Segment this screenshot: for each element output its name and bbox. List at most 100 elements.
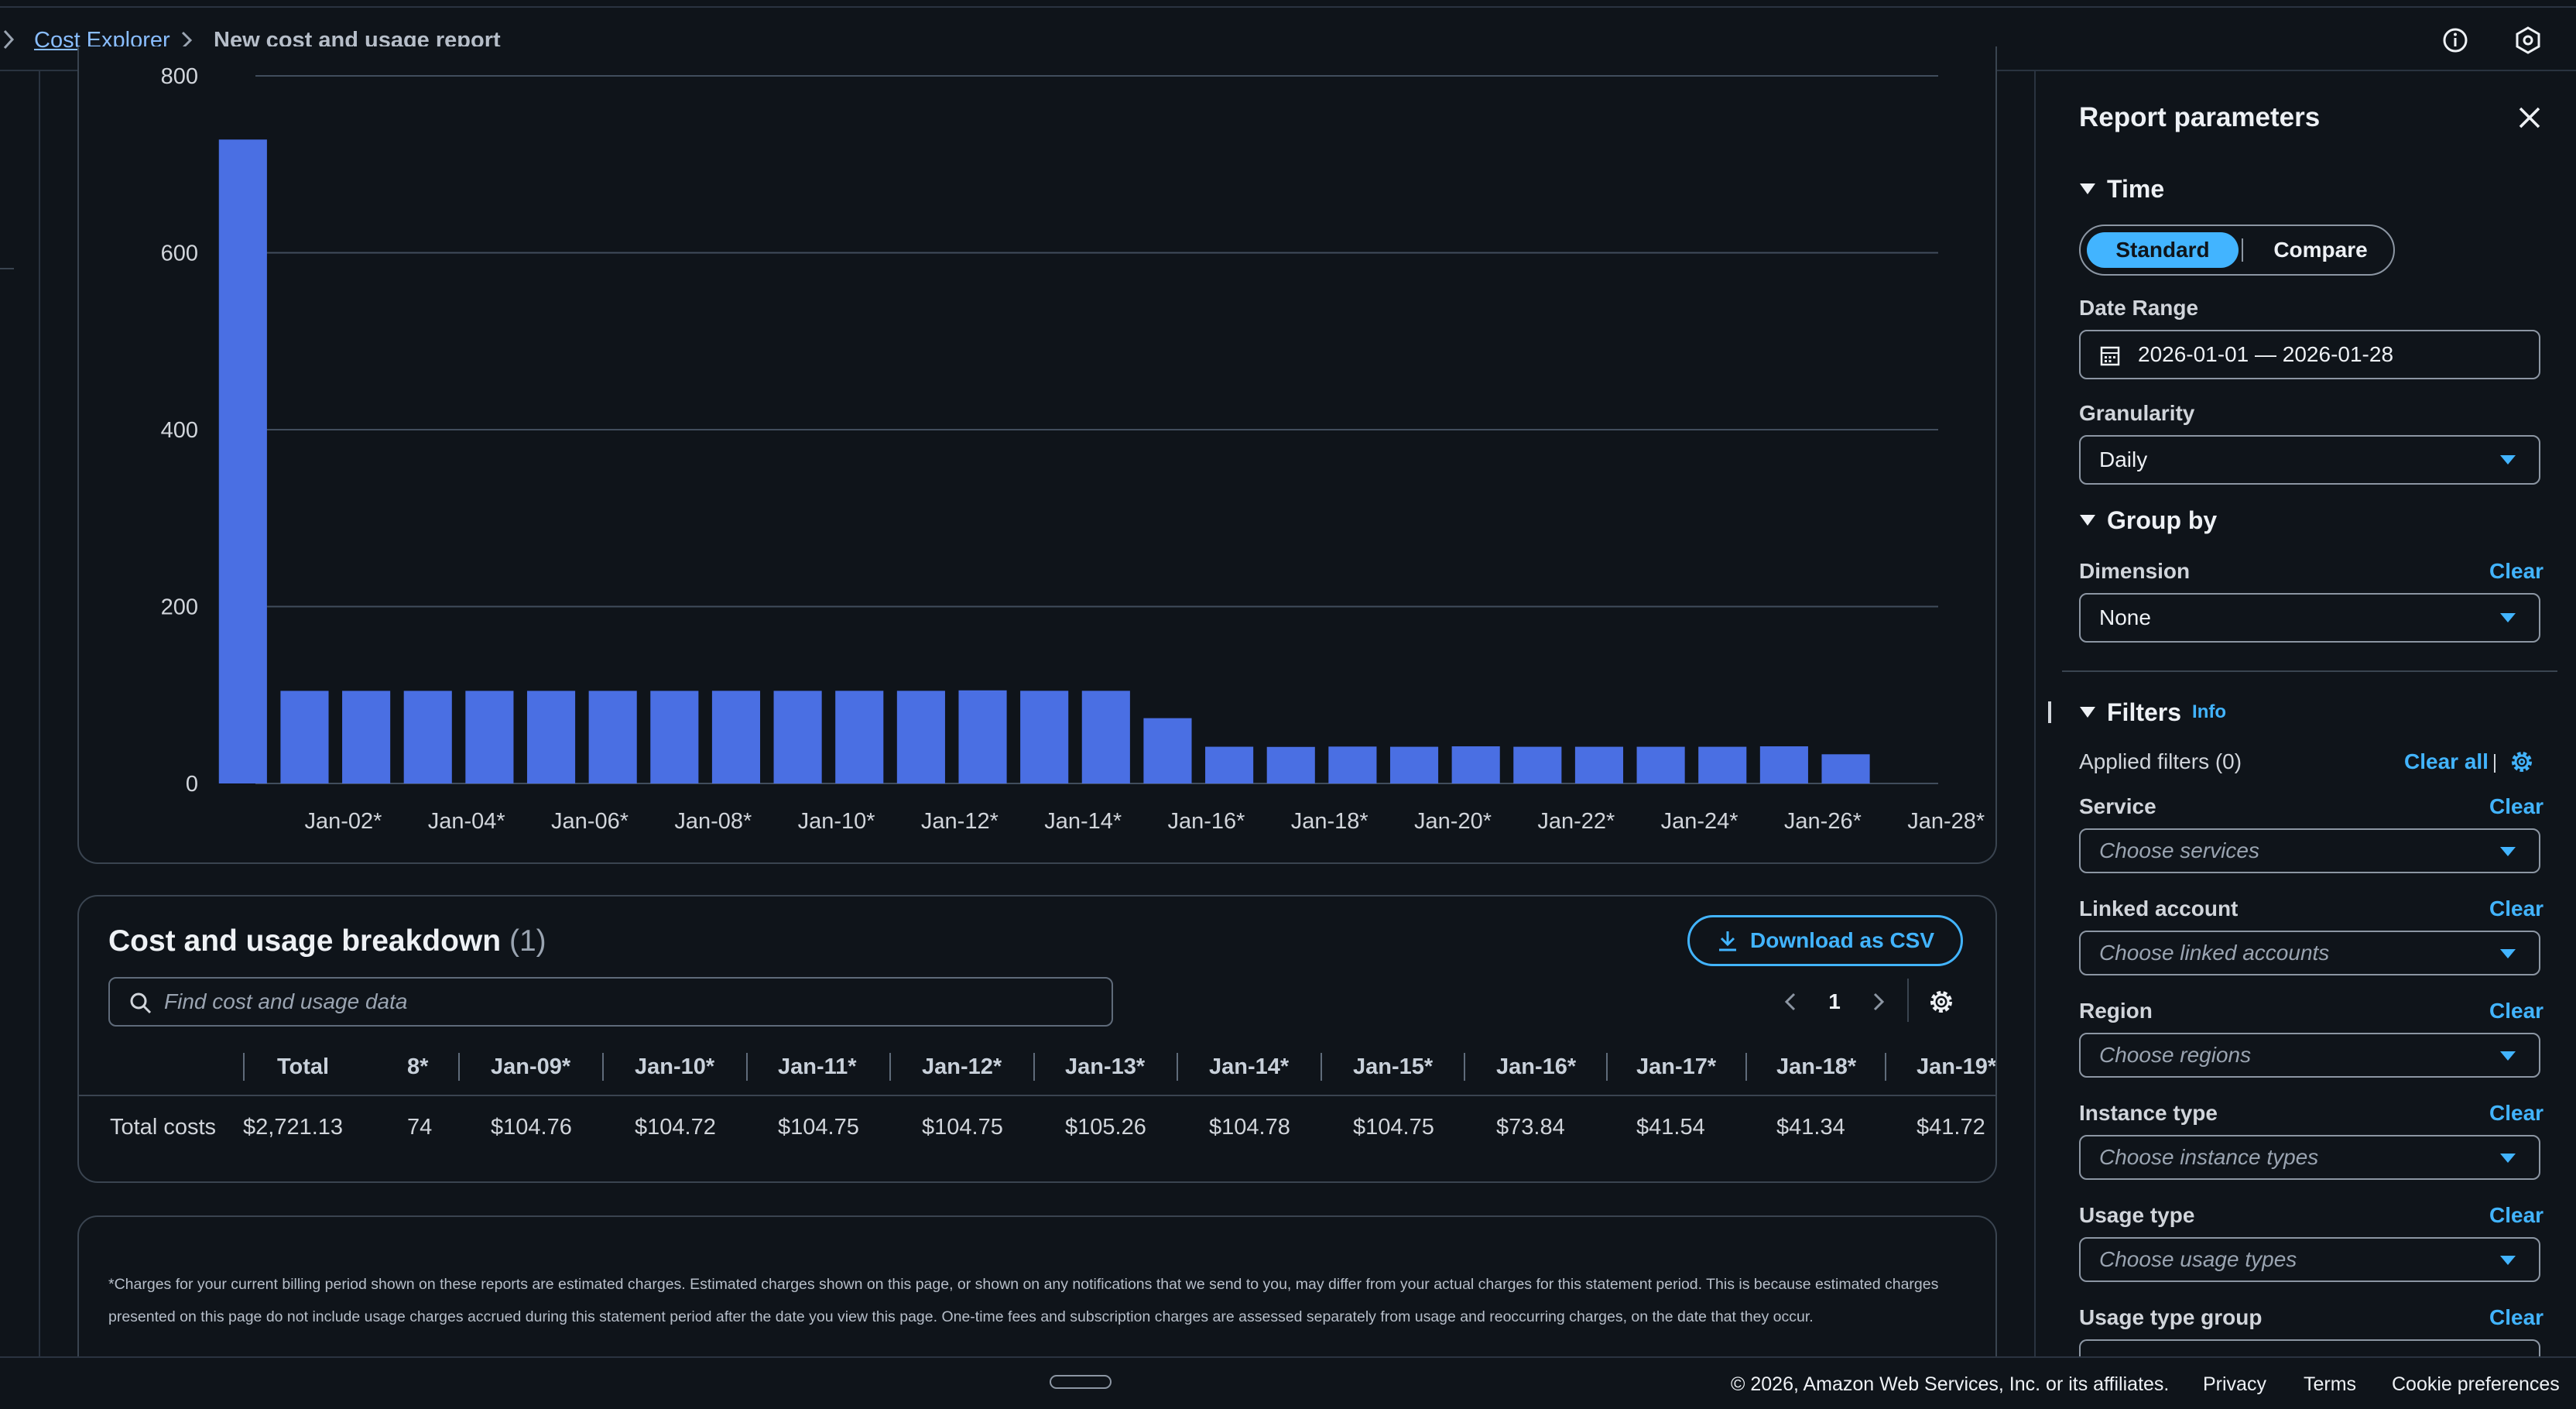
left-nav-handle[interactable] bbox=[0, 268, 14, 269]
column-header: Jan-18* bbox=[1776, 1054, 1857, 1079]
column-separator[interactable] bbox=[1606, 1053, 1608, 1081]
clear-all-filters-link[interactable]: Clear all bbox=[2404, 749, 2489, 773]
column-separator[interactable] bbox=[1321, 1053, 1322, 1081]
column-separator[interactable] bbox=[1177, 1053, 1178, 1081]
footer-cookie-preferences-link[interactable]: Cookie preferences bbox=[2392, 1373, 2560, 1395]
chevron-right-icon[interactable] bbox=[2, 25, 19, 54]
linked-account-clear-link[interactable]: Clear bbox=[2489, 896, 2544, 920]
column-separator[interactable] bbox=[889, 1053, 891, 1081]
granularity-select[interactable]: Daily bbox=[2079, 435, 2540, 485]
column-separator[interactable] bbox=[1885, 1053, 1886, 1081]
footer-terms-link[interactable]: Terms bbox=[2304, 1373, 2357, 1395]
bar bbox=[342, 691, 391, 783]
instance-type-placeholder: Choose instance types bbox=[2099, 1145, 2319, 1169]
segment-separator bbox=[2242, 238, 2243, 262]
compare-segment[interactable]: Compare bbox=[2273, 238, 2368, 262]
time-section-toggle[interactable]: Time bbox=[2079, 173, 2164, 204]
column-header: Jan-14* bbox=[1209, 1054, 1290, 1079]
service-clear-link[interactable]: Clear bbox=[2489, 794, 2544, 818]
dimension-select[interactable]: None bbox=[2079, 593, 2540, 643]
instance-type-label: Instance type bbox=[2079, 1101, 2218, 1125]
bar bbox=[1389, 746, 1439, 783]
usage-type-group-clear-link[interactable]: Clear bbox=[2489, 1305, 2544, 1329]
filter-settings-gear-icon[interactable] bbox=[2508, 748, 2536, 776]
group-by-section-toggle[interactable]: Group by bbox=[2079, 505, 2217, 536]
region-clear-link[interactable]: Clear bbox=[2489, 999, 2544, 1023]
usage-type-select[interactable]: Choose usage types bbox=[2079, 1237, 2540, 1282]
caret-down-icon bbox=[2080, 515, 2095, 526]
region-label: Region bbox=[2079, 999, 2153, 1023]
table-cell: $41.72 bbox=[1917, 1115, 1985, 1140]
filters-section-label: Filters bbox=[2107, 698, 2182, 726]
params-divider bbox=[2062, 670, 2557, 672]
table-cell: $104.75 bbox=[922, 1115, 1003, 1140]
caret-down-icon bbox=[2080, 707, 2095, 718]
service-select[interactable]: Choose services bbox=[2079, 828, 2540, 873]
footer-privacy-link[interactable]: Privacy bbox=[2203, 1373, 2266, 1395]
date-range-field[interactable]: 2026-01-01 — 2026-01-28 bbox=[2079, 330, 2540, 379]
linked-account-select[interactable]: Choose linked accounts bbox=[2079, 931, 2540, 975]
current-page[interactable]: 1 bbox=[1828, 989, 1841, 1013]
column-separator[interactable] bbox=[243, 1053, 245, 1081]
clear-all-separator bbox=[2494, 754, 2496, 773]
download-csv-button[interactable]: Download as CSV bbox=[1687, 915, 1963, 966]
next-page-icon[interactable] bbox=[1865, 988, 1890, 1016]
usage-type-group-select[interactable] bbox=[2079, 1339, 2540, 1356]
granularity-value: Daily bbox=[2099, 447, 2148, 471]
page-footer: © 2026, Amazon Web Services, Inc. or its… bbox=[0, 1356, 2576, 1409]
x-tick-label: Jan-28* bbox=[1907, 809, 1985, 834]
x-tick-label: Jan-08* bbox=[674, 809, 752, 834]
bar bbox=[896, 691, 945, 783]
standard-segment[interactable]: Standard bbox=[2087, 232, 2239, 268]
column-header: Jan-16* bbox=[1496, 1054, 1577, 1079]
bar bbox=[1205, 746, 1254, 783]
dimension-clear-link[interactable]: Clear bbox=[2489, 559, 2544, 583]
breakdown-table: Total 8* Jan-09* Jan-10* Jan-11* Jan-12* Jan-1… bbox=[79, 1037, 1995, 1154]
footer-drag-handle[interactable] bbox=[1050, 1375, 1112, 1389]
table-settings-gear-icon[interactable] bbox=[1926, 986, 1957, 1017]
bar bbox=[1451, 746, 1500, 783]
bar bbox=[1328, 746, 1377, 783]
settings-hex-icon[interactable] bbox=[2511, 23, 2545, 57]
panel-resize-handle[interactable] bbox=[2048, 701, 2051, 723]
report-params-title: Report parameters bbox=[2079, 102, 2321, 132]
column-separator[interactable] bbox=[746, 1053, 748, 1081]
breakdown-title: Cost and usage breakdown (1) bbox=[108, 921, 546, 962]
column-separator[interactable] bbox=[602, 1053, 604, 1081]
search-box[interactable] bbox=[108, 977, 1113, 1027]
column-separator[interactable] bbox=[1033, 1053, 1035, 1081]
x-tick-label: Jan-14* bbox=[1044, 809, 1122, 834]
dropdown-caret-icon bbox=[2500, 847, 2516, 856]
bar bbox=[280, 691, 329, 783]
filters-info-link[interactable]: Info bbox=[2192, 701, 2227, 722]
column-header: Jan-10* bbox=[635, 1054, 715, 1079]
x-tick-label: Jan-12* bbox=[921, 809, 999, 834]
bar bbox=[1081, 691, 1130, 783]
column-separator[interactable] bbox=[458, 1053, 460, 1081]
instance-type-select[interactable]: Choose instance types bbox=[2079, 1135, 2540, 1180]
column-header: Jan-17* bbox=[1636, 1054, 1717, 1079]
dropdown-caret-icon bbox=[2500, 613, 2516, 622]
column-header: 8* bbox=[407, 1054, 429, 1079]
search-input[interactable] bbox=[164, 986, 1093, 1017]
calendar-icon bbox=[2100, 346, 2120, 366]
time-mode-segmented-control: Standard Compare bbox=[2079, 225, 2395, 276]
previous-page-icon[interactable] bbox=[1779, 988, 1804, 1016]
filters-section-toggle[interactable]: Filters Info bbox=[2079, 697, 2226, 728]
info-icon[interactable] bbox=[2438, 23, 2472, 57]
bar bbox=[958, 690, 1007, 783]
usage-type-clear-link[interactable]: Clear bbox=[2489, 1203, 2544, 1227]
bar bbox=[711, 691, 761, 783]
column-separator[interactable] bbox=[1745, 1053, 1747, 1081]
usage-type-group-label: Usage type group bbox=[2079, 1305, 2263, 1329]
x-tick-label: Jan-26* bbox=[1784, 809, 1862, 834]
x-tick-label: Jan-24* bbox=[1661, 809, 1738, 834]
breakdown-title-text: Cost and usage breakdown bbox=[108, 924, 502, 958]
usage-type-placeholder: Choose usage types bbox=[2099, 1247, 2297, 1271]
dimension-label: Dimension bbox=[2079, 559, 2191, 583]
instance-type-clear-link[interactable]: Clear bbox=[2489, 1101, 2544, 1125]
table-cell: $104.78 bbox=[1209, 1115, 1290, 1140]
column-separator[interactable] bbox=[1464, 1053, 1465, 1081]
region-select[interactable]: Choose regions bbox=[2079, 1033, 2540, 1078]
close-icon[interactable] bbox=[2516, 104, 2543, 132]
